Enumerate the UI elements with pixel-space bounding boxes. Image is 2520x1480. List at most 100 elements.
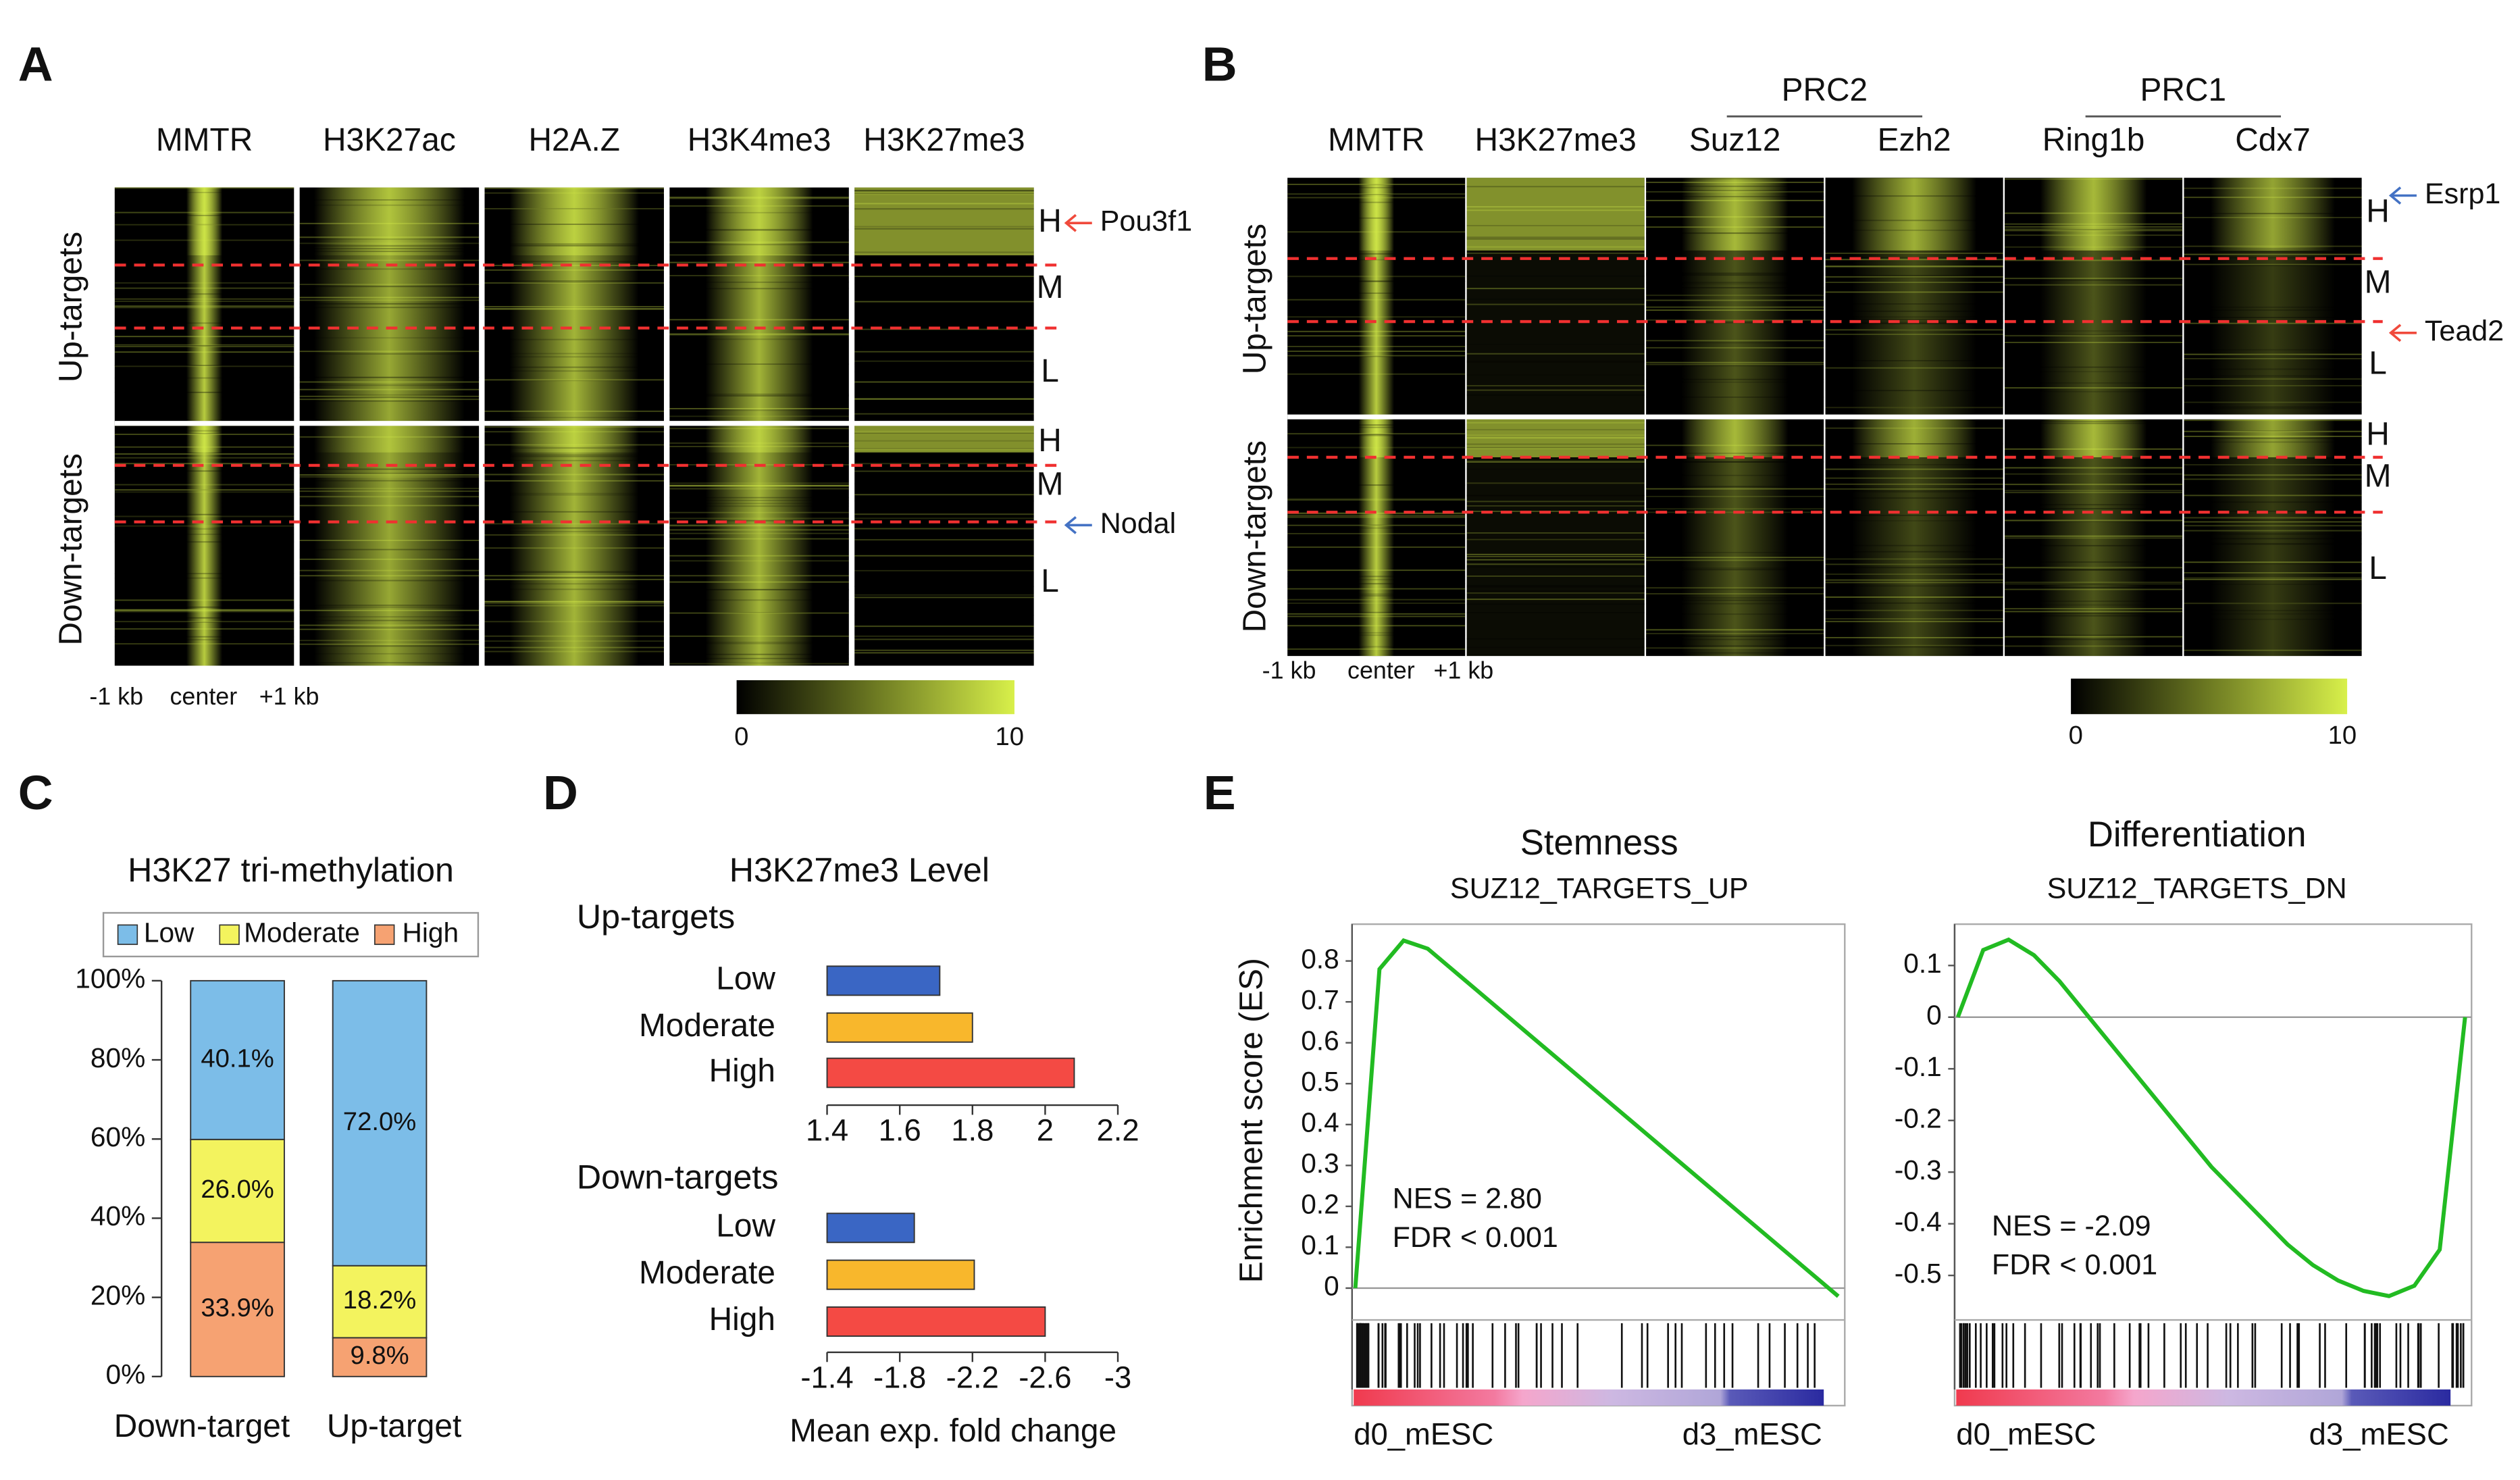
y-tick-label: 0.8	[1301, 943, 1339, 974]
rank-colorbar	[1354, 1389, 1824, 1406]
heatmap-signal	[2005, 417, 2183, 457]
x-tick-label: 1.6	[879, 1113, 921, 1148]
value-label: 9.8%	[350, 1341, 409, 1370]
bar	[826, 1012, 973, 1043]
level-label: M	[1037, 467, 1064, 503]
category-label: Moderate	[639, 1008, 775, 1044]
column-group-label: PRC2	[1782, 72, 1868, 108]
level-label: H	[2366, 417, 2390, 453]
heatmap-signal	[299, 423, 480, 453]
y-axis-title: Enrichment score (ES)	[1234, 958, 1270, 1283]
plot-frame	[1351, 923, 1846, 1407]
heatmap-signal	[1825, 178, 2003, 251]
category-label: High	[709, 1302, 775, 1337]
y-tick-label: -0.5	[1895, 1258, 1942, 1289]
level-label: M	[2365, 265, 2392, 301]
value-label: 40.1%	[201, 1044, 274, 1073]
y-tick-label: 0	[1324, 1271, 1339, 1302]
x-axis-label: +1 kb	[259, 683, 319, 710]
column-header: Ring1b	[2042, 122, 2145, 158]
colorbar-tick-label: 0	[734, 722, 748, 751]
colorbar	[736, 680, 1014, 715]
legend-label: Moderate	[244, 917, 360, 948]
annotation: NES = 2.80	[1393, 1183, 1542, 1215]
level-label: H	[2366, 193, 2390, 229]
rank-label: d3_mESC	[1682, 1417, 1822, 1451]
annotation-label: Tead2	[2425, 315, 2504, 347]
y-tick-label: 0.4	[1301, 1107, 1339, 1138]
y-tick-label: 100%	[75, 963, 145, 994]
annotation: FDR < 0.001	[1992, 1249, 2157, 1281]
bar-segment	[332, 979, 428, 1267]
bar-segment	[332, 1265, 428, 1339]
x-axis-label: -1 kb	[89, 683, 143, 710]
y-tick-label: -0.3	[1895, 1154, 1942, 1185]
colorbar-tick-label: 0	[2069, 721, 2083, 750]
chart-subtitle: Down-targets	[577, 1158, 779, 1196]
heatmap-signal	[114, 187, 294, 255]
x-tick-label: -2.2	[946, 1360, 999, 1395]
legend-swatch	[219, 924, 240, 945]
x-tick-label: 1.8	[951, 1113, 994, 1148]
legend-swatch	[374, 924, 395, 945]
y-tick-label: -0.4	[1895, 1206, 1942, 1237]
column-header: Ezh2	[1878, 122, 1951, 158]
column-header: Cdx7	[2235, 122, 2311, 158]
annotation-arrowhead	[2388, 324, 2402, 342]
heatmap-signal	[2184, 178, 2362, 251]
heatmap-signal	[1466, 178, 1645, 251]
y-tick-label: 0.1	[1903, 948, 1941, 979]
category-label: Moderate	[639, 1255, 775, 1291]
heatmap-signal	[484, 187, 664, 255]
heatmap-signal	[854, 187, 1034, 255]
x-axis-title: Mean exp. fold change	[790, 1413, 1116, 1449]
legend-box	[102, 912, 480, 958]
y-tick-label: 0.7	[1301, 984, 1339, 1015]
level-label: L	[2369, 551, 2387, 586]
annotation-label: Nodal	[1100, 507, 1176, 540]
rank-label: d0_mESC	[1354, 1417, 1493, 1451]
value-label: 33.9%	[201, 1294, 274, 1323]
level-label: M	[1037, 270, 1064, 305]
colorbar-tick-label: 10	[2328, 721, 2357, 750]
column-header: Suz12	[1689, 122, 1781, 158]
category-label: Low	[716, 961, 775, 996]
level-label: H	[1038, 423, 1062, 459]
heatmap-signal	[299, 187, 480, 255]
x-axis-label: center	[1347, 657, 1415, 684]
value-label: 18.2%	[343, 1285, 416, 1315]
chart-title: Stemness	[1520, 823, 1678, 863]
x-tick-label: -2.6	[1019, 1360, 1071, 1395]
y-tick-label: 0.3	[1301, 1148, 1339, 1179]
annotation-arrowhead	[1064, 213, 1077, 232]
colorbar-tick-label: 10	[996, 722, 1025, 751]
bar	[826, 965, 941, 996]
level-label: L	[1041, 563, 1059, 599]
plot-frame	[1953, 923, 2473, 1407]
bar	[826, 1057, 1075, 1088]
annotation: NES = -2.09	[1992, 1210, 2151, 1242]
level-label: L	[2369, 345, 2387, 381]
y-tick-label: 40%	[91, 1200, 145, 1231]
column-header: MMTR	[1328, 122, 1424, 158]
es-line	[1955, 937, 2467, 1298]
x-axis-label: +1 kb	[1433, 657, 1493, 684]
heatmap-signal	[1466, 417, 1645, 457]
es-line	[1353, 938, 1840, 1298]
heatmap-signal	[2005, 178, 2183, 251]
column-header: H3K4me3	[688, 122, 831, 158]
y-tick-label: 0.2	[1301, 1189, 1339, 1220]
panel-label: A	[18, 38, 53, 92]
bar	[826, 1259, 975, 1290]
x-axis-label: center	[170, 683, 238, 710]
y-tick-label: 60%	[91, 1121, 145, 1152]
annotation-arrowhead	[1064, 516, 1077, 534]
y-tick-label: 0.5	[1301, 1066, 1339, 1097]
y-tick-label: -0.2	[1895, 1102, 1942, 1133]
chart-subtitle: SUZ12_TARGETS_UP	[1450, 872, 1749, 904]
chart-title: Differentiation	[2088, 815, 2307, 854]
column-group-label: PRC1	[2140, 72, 2227, 108]
bar	[826, 1213, 915, 1244]
y-tick-label: 20%	[91, 1279, 145, 1310]
chart-subtitle: Up-targets	[577, 898, 735, 936]
